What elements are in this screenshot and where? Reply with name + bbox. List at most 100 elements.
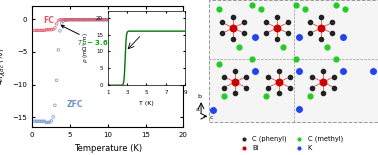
Point — [161, 19, 167, 21]
Point — [307, 21, 313, 24]
Text: a: a — [195, 107, 199, 112]
Point — [65, 18, 71, 21]
Point — [96, 19, 102, 21]
Point — [241, 32, 247, 35]
Point — [64, 19, 70, 21]
Point — [88, 18, 94, 21]
Point — [153, 19, 159, 21]
Point — [33, 29, 39, 32]
Point — [60, 18, 67, 21]
Point — [221, 75, 227, 78]
Point — [132, 18, 138, 21]
Point — [117, 18, 123, 21]
Point — [93, 19, 99, 21]
Point — [177, 19, 183, 21]
Point — [37, 120, 43, 122]
Point — [98, 19, 104, 21]
Point — [258, 8, 264, 11]
Point — [160, 19, 166, 21]
Point — [69, 18, 75, 21]
Point — [93, 18, 99, 21]
Point — [309, 86, 315, 89]
Point — [331, 75, 337, 78]
Point — [287, 86, 293, 89]
Point — [160, 18, 166, 21]
Point — [230, 38, 236, 40]
Point — [219, 21, 225, 24]
Point — [115, 19, 121, 21]
Point — [274, 16, 280, 18]
Point — [170, 18, 176, 21]
Point — [88, 19, 94, 21]
Point — [232, 70, 238, 73]
Point — [146, 18, 152, 21]
Point — [105, 19, 111, 21]
Point — [120, 18, 126, 21]
Point — [35, 29, 41, 32]
Point — [265, 86, 271, 89]
Point — [82, 18, 88, 21]
Point — [50, 116, 56, 118]
Point — [79, 19, 85, 21]
Point — [45, 29, 51, 31]
Point — [84, 19, 90, 21]
Point — [45, 121, 51, 124]
Point — [173, 19, 179, 21]
Point — [149, 18, 155, 21]
Point — [230, 16, 236, 18]
Point — [108, 18, 114, 21]
Point — [122, 18, 128, 21]
Point — [342, 8, 348, 11]
Point — [84, 18, 90, 21]
Point — [94, 18, 101, 21]
Point — [293, 58, 299, 60]
Point — [219, 32, 225, 35]
Point — [178, 19, 184, 21]
Point — [164, 19, 170, 21]
Point — [285, 32, 291, 35]
Point — [135, 19, 141, 21]
Point — [309, 75, 315, 78]
Legend: C (phenyl), Bi, C (methyl), K: C (phenyl), Bi, C (methyl), K — [236, 135, 344, 152]
Point — [130, 19, 136, 21]
Point — [307, 95, 313, 97]
Point — [154, 18, 160, 21]
Point — [112, 19, 118, 21]
Point — [40, 29, 46, 32]
Point — [340, 70, 346, 73]
Point — [117, 19, 123, 21]
Point — [100, 18, 106, 21]
Point — [329, 32, 335, 35]
Point — [69, 19, 75, 21]
Point — [107, 19, 113, 21]
Point — [129, 19, 135, 21]
Point — [296, 36, 302, 38]
Point — [333, 58, 339, 60]
Point — [143, 19, 149, 21]
Point — [55, 49, 61, 51]
Point — [100, 19, 106, 21]
Point — [149, 19, 155, 21]
Point — [134, 18, 140, 21]
Point — [243, 75, 249, 78]
Point — [134, 19, 140, 21]
Point — [52, 27, 58, 29]
Point — [178, 18, 184, 21]
Point — [171, 18, 177, 21]
Point — [274, 27, 280, 29]
Point — [129, 18, 135, 21]
Point — [320, 92, 326, 94]
Point — [125, 19, 131, 21]
Point — [274, 38, 280, 40]
Point — [122, 19, 128, 21]
Point — [105, 18, 111, 21]
Point — [101, 18, 107, 21]
Point — [127, 19, 133, 21]
Point — [118, 18, 124, 21]
Point — [90, 19, 96, 21]
Text: c: c — [209, 115, 213, 120]
Point — [90, 18, 96, 21]
Point — [71, 19, 77, 21]
Point — [147, 19, 153, 21]
Point — [38, 120, 44, 122]
